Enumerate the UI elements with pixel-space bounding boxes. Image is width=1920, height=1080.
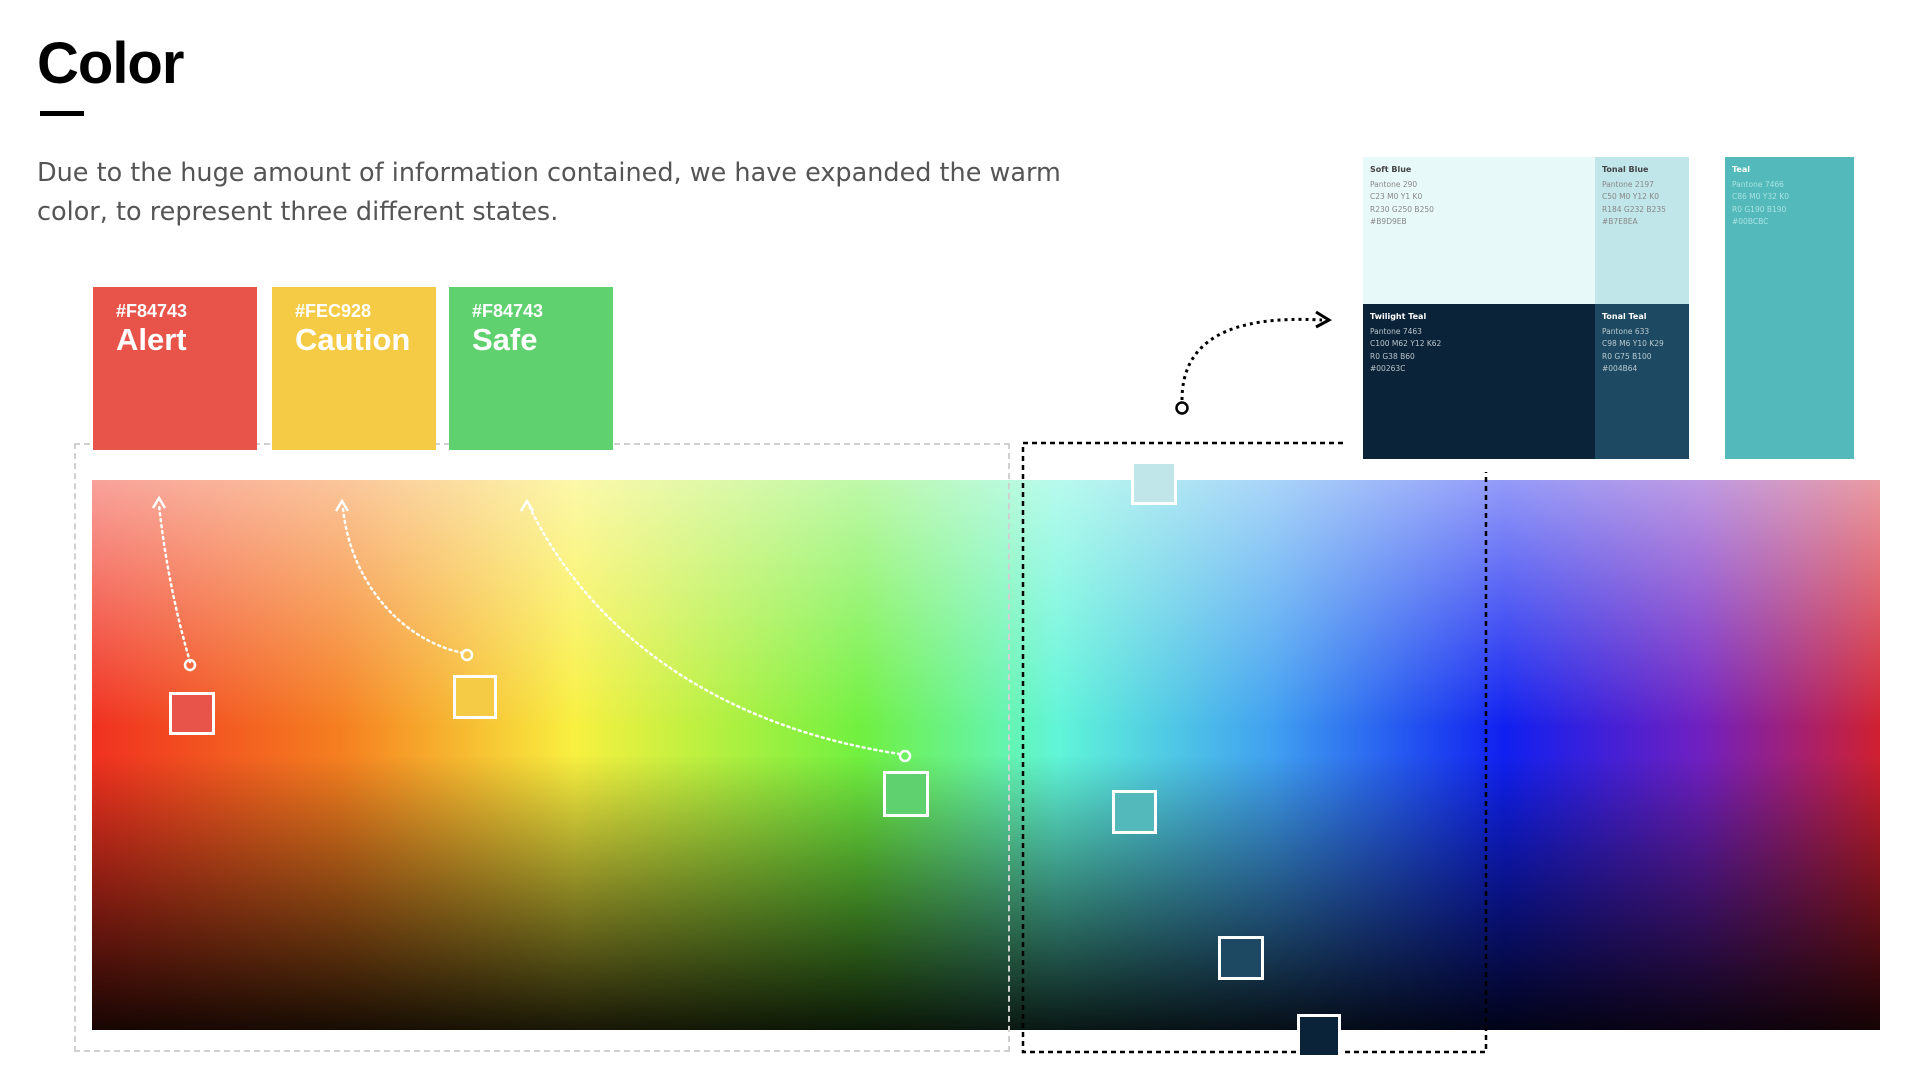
marker-twilight-teal [1297, 1014, 1341, 1058]
state-safe: #F84743 Safe [449, 287, 613, 450]
swatch-pantone: Pantone 7466 [1732, 179, 1784, 189]
safe-anchor-icon [898, 749, 912, 763]
page-title: Color [37, 31, 184, 96]
safe-connector [528, 506, 902, 756]
palette-anchor-icon [1175, 401, 1189, 415]
marker-alert [169, 692, 215, 735]
swatch-name: Teal [1732, 165, 1750, 174]
swatch-pantone: Pantone 633 [1602, 326, 1650, 336]
marker-teal [1112, 790, 1157, 834]
description: Due to the huge amount of information co… [37, 158, 1061, 227]
marker-caution [453, 675, 497, 719]
swatch-cmyk: C23 M0 Y1 K0 [1370, 192, 1423, 201]
color-spectrum [92, 480, 1880, 1030]
state-alert: #F84743 Alert [93, 287, 257, 450]
swatch-rgb: R184 G232 B235 [1602, 204, 1666, 214]
swatch-hex: #004B64 [1602, 364, 1638, 373]
swatch-twilight-teal: Twilight Teal Pantone 7463 C100 M62 Y12 … [1363, 304, 1595, 459]
swatch-cmyk: C100 M62 Y12 K62 [1370, 339, 1442, 348]
swatch-tonal-blue: Tonal Blue Pantone 2197 C50 M0 Y12 K0 R1… [1595, 157, 1689, 304]
swatch-hex: #B7E8EA [1602, 217, 1638, 226]
swatch-rgb: R0 G38 B60 [1370, 351, 1415, 361]
marker-tonal-blue [1131, 461, 1177, 505]
state-name: Alert [116, 322, 187, 357]
alert-anchor-icon [183, 658, 197, 672]
swatch-tonal-teal: Tonal Teal Pantone 633 C98 M6 Y10 K29 R0… [1595, 304, 1689, 459]
state-caution: #FEC928 Caution [272, 287, 436, 450]
state-hex: #FEC928 [295, 301, 372, 321]
swatch-hex: #00BCBC [1732, 217, 1769, 226]
safe-arrow-icon [519, 498, 535, 512]
caution-anchor-icon [460, 648, 474, 662]
caution-connector [341, 506, 465, 655]
caution-arrow-icon [334, 498, 350, 512]
swatch-rgb: R0 G190 B190 [1732, 204, 1787, 214]
alert-connector [157, 503, 192, 664]
swatch-pantone: Pantone 7463 [1370, 326, 1422, 336]
alert-arrow-icon [151, 495, 167, 509]
swatch-cmyk: C50 M0 Y12 K0 [1602, 192, 1659, 201]
palette-connector [1180, 317, 1323, 401]
swatch-name: Twilight Teal [1370, 312, 1427, 321]
swatch-pantone: Pantone 290 [1370, 179, 1418, 189]
title-underline [40, 111, 84, 116]
cool-region-frame [1021, 441, 1488, 1054]
swatch-cmyk: C86 M0 Y32 K0 [1732, 192, 1789, 201]
palette-arrow-icon [1315, 310, 1333, 329]
swatch-name: Soft Blue [1370, 165, 1412, 174]
swatch-pantone: Pantone 2197 [1602, 179, 1654, 189]
swatch-hex: #B9D9EB [1370, 217, 1407, 226]
swatch-rgb: R0 G75 B100 [1602, 351, 1652, 361]
swatch-name: Tonal Blue [1602, 165, 1649, 174]
state-name: Caution [295, 322, 411, 357]
state-hex: #F84743 [116, 301, 188, 321]
marker-safe [883, 771, 929, 817]
swatch-cmyk: C98 M6 Y10 K29 [1602, 339, 1664, 348]
state-hex: #F84743 [472, 301, 544, 321]
state-name: Safe [472, 322, 538, 357]
swatch-teal: Teal Pantone 7466 C86 M0 Y32 K0 R0 G190 … [1725, 157, 1854, 459]
swatch-rgb: R230 G250 B250 [1370, 204, 1434, 214]
swatch-name: Tonal Teal [1602, 312, 1647, 321]
marker-tonal-teal [1218, 936, 1264, 980]
swatch-soft-blue: Soft Blue Pantone 290 C23 M0 Y1 K0 R230 … [1363, 157, 1595, 304]
swatch-hex: #00263C [1370, 364, 1406, 373]
